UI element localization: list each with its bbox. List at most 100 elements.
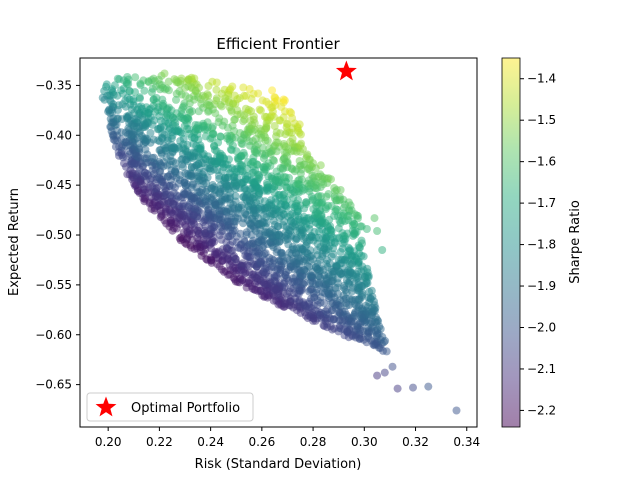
scatter-point: [341, 285, 350, 294]
scatter-point: [232, 178, 241, 187]
scatter-point: [186, 192, 195, 200]
scatter-point: [358, 239, 366, 248]
scatter-point: [169, 200, 178, 209]
scatter-point: [237, 266, 246, 275]
scatter-point: [289, 146, 298, 155]
scatter-point: [189, 210, 198, 219]
scatter-point: [107, 105, 116, 114]
scatter-point: [238, 275, 247, 284]
scatter-point: [265, 148, 274, 157]
scatter-point: [364, 332, 373, 341]
scatter-point: [233, 154, 242, 163]
scatter-point: [305, 220, 314, 229]
scatter-point: [255, 105, 264, 114]
scatter-point: [366, 319, 375, 328]
scatter-point: [285, 287, 294, 296]
scatter-point: [314, 272, 323, 281]
scatter-point: [216, 100, 225, 109]
scatter-point: [171, 167, 180, 176]
colorbar-tick-label: −2.0: [527, 320, 556, 334]
scatter-point: [331, 239, 339, 248]
scatter-point: [131, 115, 140, 124]
scatter-point: [340, 307, 349, 316]
scatter-point: [306, 278, 315, 287]
scatter-point: [338, 239, 347, 248]
colorbar-tick-label: −1.9: [527, 279, 556, 293]
scatter-point: [230, 127, 239, 135]
scatter-point: [175, 234, 184, 243]
scatter-point: [240, 185, 249, 193]
scatter-point: [208, 77, 217, 86]
scatter-point: [258, 217, 267, 226]
scatter-point: [248, 157, 257, 166]
scatter-point: [222, 180, 231, 188]
scatter-point: [285, 248, 294, 257]
scatter-point: [206, 213, 214, 222]
scatter-point: [227, 107, 236, 116]
scatter-point: [316, 161, 325, 170]
scatter-point: [213, 249, 221, 258]
x-tick-label: 0.32: [402, 435, 429, 449]
scatter-point: [204, 91, 213, 100]
scatter-point: [141, 145, 150, 154]
scatter-point: [378, 332, 387, 341]
scatter-point: [231, 255, 240, 264]
scatter-point: [263, 293, 272, 302]
scatter-point: [358, 288, 367, 297]
scatter-point: [98, 93, 107, 102]
scatter-point: [207, 184, 216, 193]
scatter-point: [236, 229, 245, 238]
scatter-point: [306, 180, 315, 189]
scatter-point: [314, 233, 323, 242]
scatter-point: [260, 279, 269, 288]
scatter-point: [279, 164, 287, 173]
scatter-point: [168, 181, 177, 190]
scatter-point: [370, 339, 379, 348]
scatter-point: [296, 169, 305, 178]
scatter-point: [254, 237, 263, 246]
scatter-point: [194, 153, 203, 162]
scatter-point: [302, 256, 310, 265]
scatter-point: [234, 203, 243, 212]
scatter-point: [164, 172, 172, 181]
scatter-point: [146, 128, 155, 137]
scatter-point: [140, 188, 149, 197]
scatter-point: [260, 249, 269, 258]
scatter-point: [156, 206, 165, 215]
scatter-point: [187, 163, 196, 171]
scatter-point: [378, 246, 387, 254]
scatter-point: [281, 300, 290, 309]
scatter-point: [332, 205, 341, 214]
scatter-points: [98, 69, 461, 415]
scatter-point: [224, 232, 233, 241]
scatter-point: [164, 119, 173, 128]
scatter-point: [252, 274, 260, 283]
scatter-point: [131, 88, 139, 97]
scatter-point: [373, 227, 382, 235]
scatter-point: [251, 247, 260, 256]
scatter-point: [207, 239, 216, 248]
scatter-point: [230, 115, 239, 124]
scatter-point: [309, 159, 318, 168]
scatter-point: [179, 114, 188, 123]
scatter-point: [363, 279, 372, 288]
scatter-point: [323, 256, 331, 265]
scatter-point: [330, 194, 339, 203]
scatter-point: [262, 263, 271, 272]
scatter-point: [306, 285, 315, 294]
scatter-point: [298, 279, 307, 288]
scatter-point: [184, 171, 193, 180]
chart-title: Efficient Frontier: [216, 35, 340, 53]
scatter-point: [368, 310, 377, 319]
colorbar-tick-label: −1.6: [527, 155, 556, 169]
scatter-point: [238, 140, 247, 149]
scatter-point: [246, 253, 255, 262]
scatter-point: [191, 87, 200, 96]
scatter-point: [248, 168, 257, 177]
scatter-point: [317, 216, 326, 225]
scatter-point: [140, 197, 149, 206]
scatter-point: [272, 138, 281, 147]
y-axis-label: Expected Return: [7, 188, 22, 296]
scatter-point: [326, 225, 335, 234]
scatter-point: [261, 165, 270, 174]
